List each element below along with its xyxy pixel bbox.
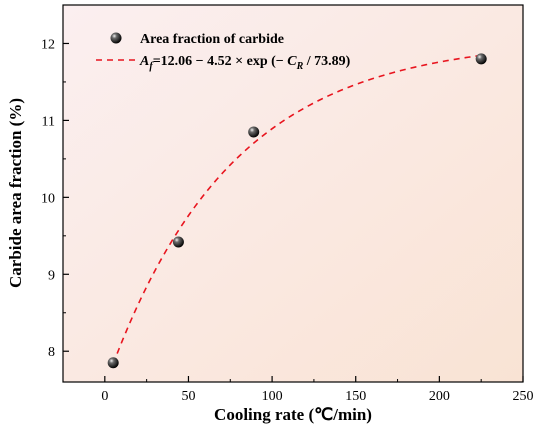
x-tick-label: 250 (513, 389, 534, 404)
x-axis-title: Cooling rate (℃/min) (214, 405, 372, 424)
y-tick-label: 11 (42, 114, 55, 129)
x-tick-label: 50 (181, 389, 195, 404)
x-tick-label: 200 (429, 389, 450, 404)
y-tick-label: 12 (41, 37, 55, 52)
legend-scatter-marker (110, 32, 122, 44)
x-axis: 0 50 100 150 200 250 (101, 376, 534, 404)
scatter-points (107, 53, 487, 369)
legend-scatter-label: Area fraction of carbide (140, 32, 284, 47)
x-tick-label: 150 (345, 389, 366, 404)
legend-fit-label: Af=12.06 − 4.52 × exp (− CR / 73.89) (139, 54, 351, 72)
y-tick-label: 10 (41, 191, 55, 206)
y-axis: 8 9 10 11 12 (41, 37, 69, 360)
plot-area (62, 4, 524, 383)
legend: Area fraction of carbide Af=12.06 − 4.52… (96, 32, 351, 72)
y-axis-title: Carbide area fraction (%) (6, 98, 25, 288)
y-tick-label: 8 (48, 345, 55, 360)
data-point (475, 53, 487, 65)
x-tick-label: 0 (101, 389, 108, 404)
x-tick-label: 100 (262, 389, 283, 404)
data-point (107, 357, 119, 369)
data-point (172, 236, 184, 248)
y-tick-label: 9 (48, 268, 55, 283)
data-point (248, 126, 260, 138)
